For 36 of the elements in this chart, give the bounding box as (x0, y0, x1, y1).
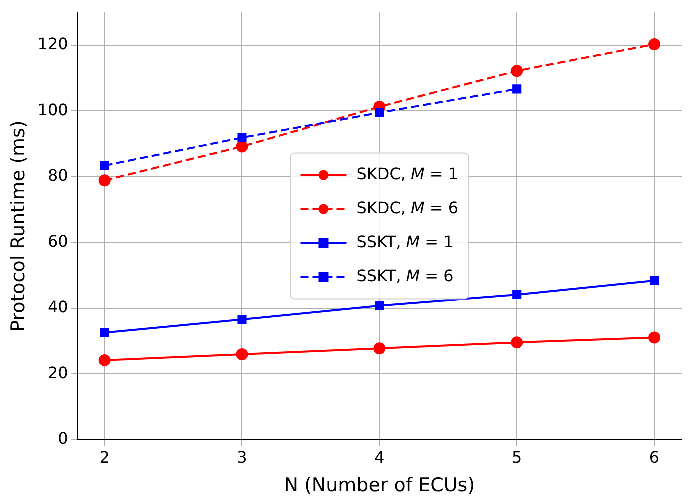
point (100, 161, 110, 170)
point (375, 301, 384, 310)
x-tick-label: 2 (100, 448, 110, 467)
x-tick-label: 5 (512, 448, 522, 467)
x-tick-label: 6 (649, 448, 660, 467)
point (648, 38, 661, 50)
point (512, 290, 522, 300)
point (98, 354, 111, 366)
point (512, 84, 522, 94)
y-tick-label: 40 (48, 298, 68, 317)
point (100, 328, 110, 338)
y-tick-label: 20 (48, 363, 68, 382)
y-tick-label: 80 (48, 166, 68, 186)
point (98, 174, 111, 187)
point (650, 276, 660, 286)
legend-label: SKDC, M = 6 (356, 198, 459, 218)
point (236, 140, 248, 153)
point (511, 336, 524, 349)
point (236, 348, 248, 361)
point (238, 315, 247, 324)
y-tick-label: 100 (38, 100, 68, 120)
y-tick-label: 120 (38, 34, 68, 54)
x-tick-label: 3 (237, 448, 248, 467)
x-tick-label: 4 (374, 448, 385, 467)
y-axis-title: Protocol Runtime (ms) (7, 120, 30, 332)
point (511, 65, 524, 78)
point (375, 108, 384, 118)
point (374, 342, 386, 355)
legend-label: SSKT, M = 1 (356, 232, 454, 252)
x-axis-title: N (Number of ECUs) (284, 474, 476, 497)
point (238, 133, 247, 142)
y-tick-label: 0 (58, 429, 68, 448)
legend-label: SSKT, M = 6 (356, 266, 454, 286)
legend-label: SKDC, M = 1 (356, 164, 459, 184)
y-tick-label: 60 (48, 232, 68, 251)
point (648, 332, 661, 344)
